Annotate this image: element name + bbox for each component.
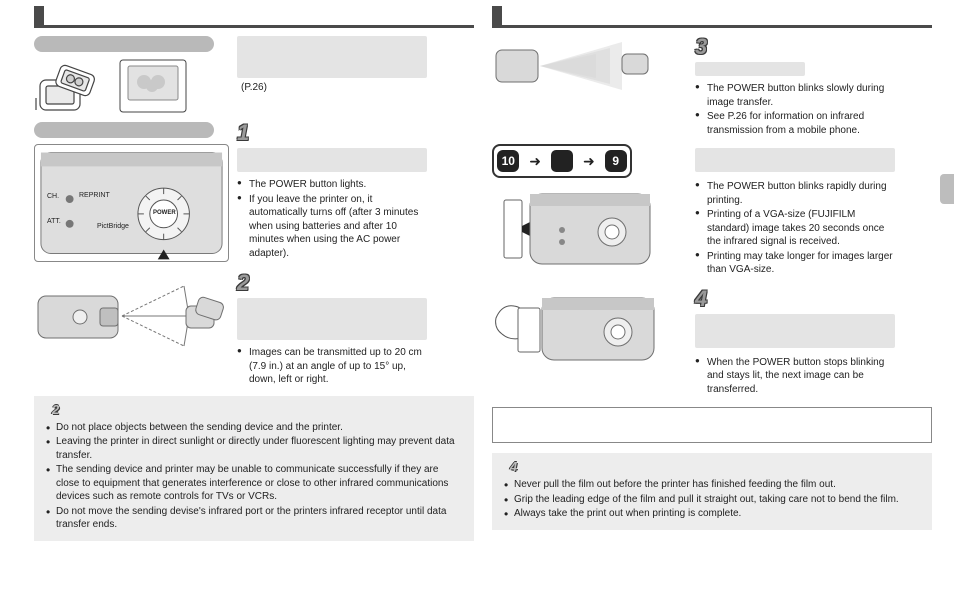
label-ch: CH. — [47, 193, 59, 200]
step1-item: If you leave the printer on, it automati… — [237, 193, 432, 261]
grey-text-block-4 — [695, 62, 805, 76]
grey-text-block-5 — [695, 148, 895, 172]
printer-top-illustration: REPRINT CH. ATT. PictBridge POWER — [34, 144, 229, 262]
printer-printing-illustration — [492, 186, 662, 272]
counter-to: 9 — [605, 150, 627, 172]
step3-list: The POWER button blinks slowly during im… — [695, 82, 900, 137]
print-info-item: Printing may take longer for images larg… — [695, 250, 900, 277]
grey-text-block-3 — [237, 298, 427, 340]
print-info-list: The POWER button blinks rapidly during p… — [695, 180, 900, 277]
note4-list: Never pull the film out before the print… — [502, 478, 922, 521]
ir-cone-overhead-illustration — [492, 36, 662, 96]
step4-item: When the POWER button stops blinking and… — [695, 356, 900, 397]
step2-item: Images can be transmitted up to 20 cm (7… — [237, 346, 432, 387]
left-header-rule — [34, 6, 474, 28]
note2-item: Do not move the sending devise's infrare… — [44, 505, 464, 532]
page-edge-tab — [940, 174, 954, 204]
note4-item: Grip the leading edge of the film and pu… — [502, 493, 922, 507]
step-number-1: 1 — [237, 122, 432, 144]
step4-list: When the POWER button stops blinking and… — [695, 356, 900, 397]
p26-ref: (P.26) — [241, 82, 432, 93]
left-column: (P.26) — [34, 6, 474, 541]
section-pill-1 — [34, 36, 214, 52]
section-pill-2 — [34, 122, 214, 138]
right-header-rule — [492, 6, 932, 28]
step-number-2: 2 — [237, 272, 432, 294]
page-columns: (P.26) — [0, 0, 954, 541]
step2-list: Images can be transmitted up to 20 cm (7… — [237, 346, 432, 387]
label-power: POWER — [153, 210, 176, 216]
note4-panel: 4 Never pull the film out before the pri… — [492, 453, 932, 530]
grey-text-block-6 — [695, 314, 895, 348]
outlined-note-box — [492, 407, 932, 443]
print-info-item: Printing of a VGA-size (FUJIFILM standar… — [695, 208, 900, 249]
step-number-3: 3 — [695, 36, 900, 58]
note2-item: The sending device and printer may be un… — [44, 463, 464, 504]
label-att: ATT. — [47, 218, 61, 225]
step3-item: See P.26 for information on infrared tra… — [695, 110, 900, 137]
arrow-icon: ➜ — [529, 153, 541, 170]
counter-mid-icon — [551, 150, 573, 172]
ir-angle-illustration — [34, 272, 229, 363]
counter-strip: 10 ➜ ➜ 9 — [492, 144, 632, 178]
label-reprint: REPRINT — [79, 192, 110, 199]
counter-from: 10 — [497, 150, 519, 172]
phone-photo-illustration — [34, 58, 229, 116]
note2-panel: 2 Do not place objects between the sendi… — [34, 396, 474, 541]
grey-text-block-2 — [237, 148, 427, 172]
step1-list: The POWER button lights. If you leave th… — [237, 178, 432, 260]
print-info-item: The POWER button blinks rapidly during p… — [695, 180, 900, 207]
note2-number: 2 — [52, 402, 464, 417]
right-column: 3 The POWER button blinks slowly during … — [492, 6, 932, 541]
printer-remove-film-illustration — [492, 288, 662, 368]
step-number-4: 4 — [695, 288, 900, 310]
note4-item: Always take the print out when printing … — [502, 507, 922, 521]
note2-item: Leaving the printer in direct sunlight o… — [44, 435, 464, 462]
arrow-icon: ➜ — [583, 153, 595, 170]
step3-item: The POWER button blinks slowly during im… — [695, 82, 900, 109]
note4-item: Never pull the film out before the print… — [502, 478, 922, 492]
note2-item: Do not place objects between the sending… — [44, 421, 464, 435]
note2-list: Do not place objects between the sending… — [44, 421, 464, 532]
note4-number: 4 — [510, 459, 922, 474]
grey-text-block-1 — [237, 36, 427, 78]
step1-item: The POWER button lights. — [237, 178, 432, 192]
label-pictbridge: PictBridge — [97, 223, 129, 230]
